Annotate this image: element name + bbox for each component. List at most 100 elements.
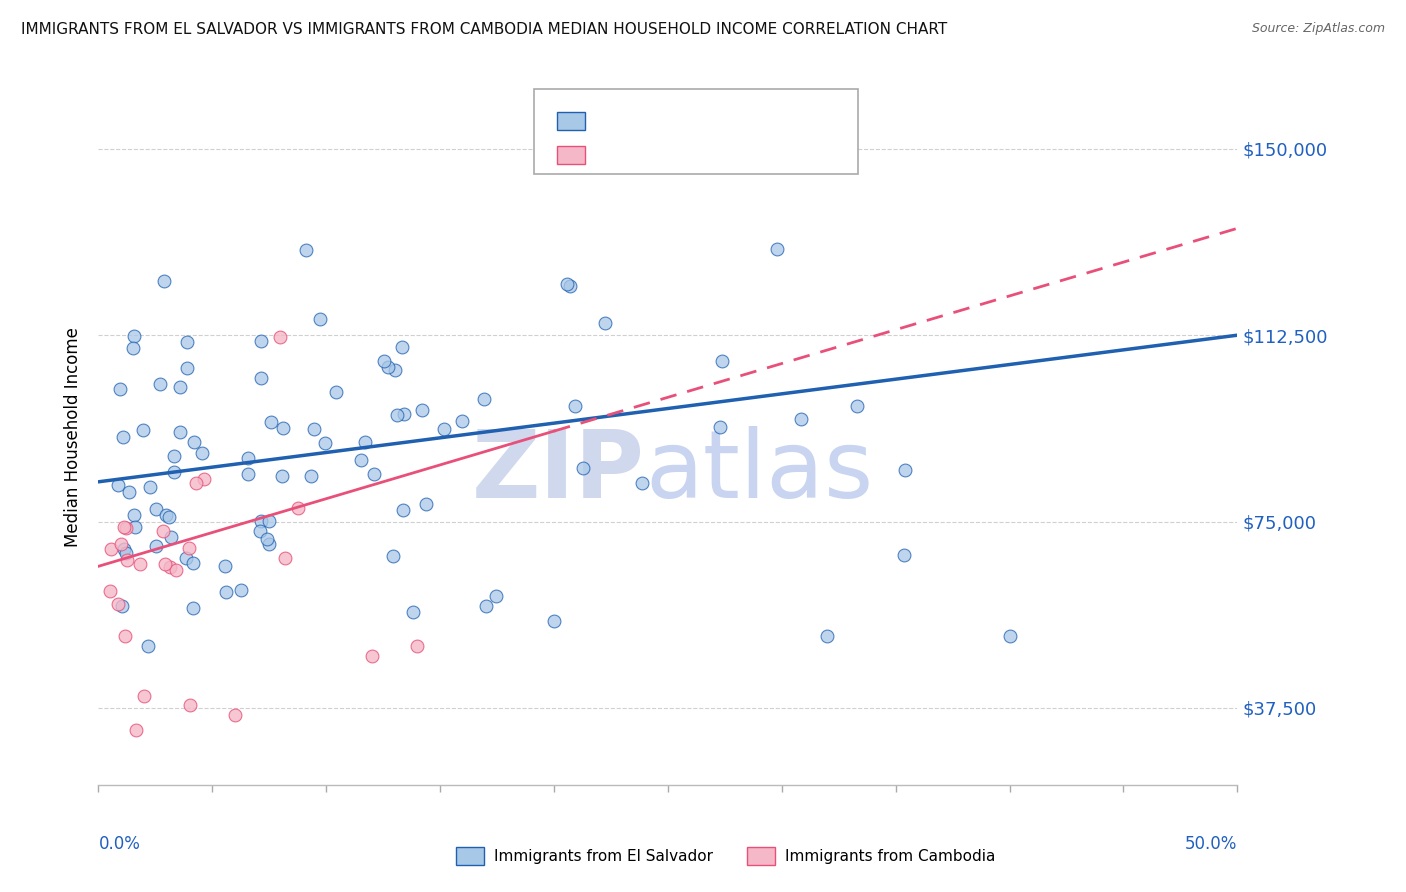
Point [363,467,385,482]
Point [145,502,167,516]
Point [415,497,437,511]
Point [179,541,201,556]
Text: Immigrants from El Salvador: Immigrants from El Salvador [494,849,713,863]
Text: atlas: atlas [645,425,873,518]
Point [354,434,377,449]
Point [406,639,429,653]
Point [846,399,869,413]
Point [236,451,259,466]
Point [593,317,616,331]
Point [564,399,586,413]
Point [391,340,413,354]
Point [472,392,495,406]
Point [543,614,565,628]
Point [115,521,138,535]
Point [273,421,295,435]
Point [295,243,318,257]
Point [325,384,347,399]
Text: Immigrants from Cambodia: Immigrants from Cambodia [785,849,995,863]
Point [114,629,136,643]
Point [117,484,139,499]
Point [433,422,456,436]
Point [215,585,238,599]
Point [112,541,135,556]
Point [193,472,215,486]
Point [159,559,181,574]
Text: N = 89: N = 89 [710,112,768,130]
Point [139,480,162,494]
Point [387,408,409,422]
Text: Source: ZipAtlas.com: Source: ZipAtlas.com [1251,22,1385,36]
Point [314,436,336,450]
Point [124,328,146,343]
Point [100,583,122,598]
Point [260,415,283,429]
Point [271,469,294,483]
Point [122,508,145,522]
Point [474,599,496,613]
Text: ZIP: ZIP [472,425,645,518]
Point [737,152,759,166]
Point [163,449,186,463]
Point [250,514,273,528]
Point [145,539,167,553]
Point [998,629,1021,643]
Point [630,476,652,491]
Point [179,698,201,713]
Point [183,557,205,571]
Point [110,599,132,614]
Point [110,537,132,551]
Point [191,446,214,460]
Point [302,422,325,436]
Point [269,330,291,344]
Point [360,648,382,663]
Point [560,279,582,293]
Text: 0.0%: 0.0% [98,835,141,853]
Point [160,531,183,545]
Point [112,520,135,534]
Point [224,708,246,723]
Point [152,524,174,539]
Point [274,551,297,566]
Point [555,277,578,291]
Point [815,629,838,643]
Point [249,524,271,539]
Point [176,361,198,376]
Text: 50.0%: 50.0% [1185,835,1237,853]
Point [711,354,734,368]
Text: N = 25: N = 25 [710,146,768,164]
Point [299,468,322,483]
Point [384,363,406,377]
Point [392,503,415,517]
Point [377,360,399,375]
Point [350,453,373,467]
Point [157,509,180,524]
Point [484,589,506,603]
Point [174,550,197,565]
Point [115,553,138,567]
Point [238,467,260,482]
Point [124,520,146,534]
Point [381,549,404,563]
Point [765,243,787,257]
Point [183,434,205,449]
Point [107,597,129,611]
Point [100,541,122,556]
Y-axis label: Median Household Income: Median Household Income [65,327,83,547]
Point [250,334,273,349]
Point [155,557,177,571]
Point [165,563,187,577]
Point [183,601,205,615]
Point [256,533,278,547]
Point [122,342,145,356]
Point [451,414,474,428]
Point [257,537,280,551]
Point [214,559,236,574]
Point [411,403,433,417]
Point [148,377,170,392]
Point [259,514,281,528]
Point [373,354,395,368]
Point [108,382,131,396]
Text: IMMIGRANTS FROM EL SALVADOR VS IMMIGRANTS FROM CAMBODIA MEDIAN HOUSEHOLD INCOME : IMMIGRANTS FROM EL SALVADOR VS IMMIGRANT… [21,22,948,37]
Point [128,557,150,571]
